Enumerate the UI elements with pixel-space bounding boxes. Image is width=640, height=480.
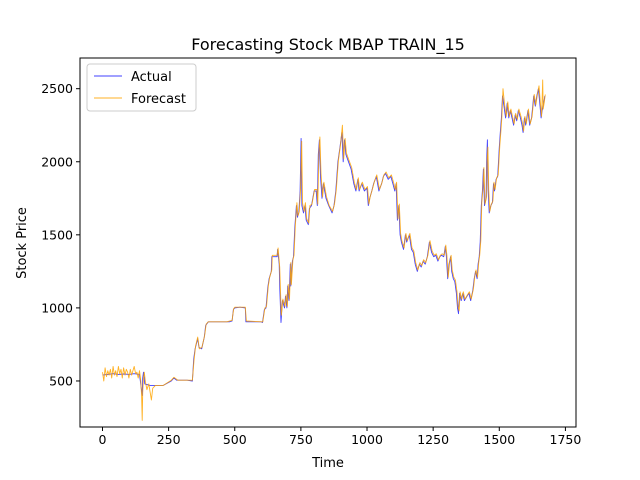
series-layer [102,79,546,421]
legend: Actual Forecast [86,63,197,112]
y-axis-label: Stock Price [15,207,30,279]
x-tick-label: 250 [157,432,181,447]
legend-label-actual: Actual [131,70,172,85]
x-tick-label: 750 [289,432,313,447]
x-tick-label: 500 [223,432,247,447]
y-tick-label: 1500 [41,227,73,242]
ticks-layer: 0 250 500 750 1000 1250 1500 1750 500 1000 1500 200… [41,81,581,447]
x-tick-label: 1000 [351,432,383,447]
x-tick-label: 1500 [483,432,515,447]
legend-label-forecast: Forecast [131,92,186,107]
chart-title: Forecasting Stock MBAP TRAIN_15 [191,35,465,55]
x-axis-label: Time [311,456,344,471]
plot-frame [79,57,577,428]
x-tick-label: 1250 [417,432,449,447]
y-tick-label: 2500 [41,81,73,96]
y-tick-label: 2000 [41,154,73,169]
series-line-forecast [102,79,546,421]
x-tick-label: 1750 [550,432,582,447]
y-tick-label: 500 [49,373,73,388]
y-tick-label: 1000 [41,300,73,315]
x-tick-label: 0 [99,432,107,447]
